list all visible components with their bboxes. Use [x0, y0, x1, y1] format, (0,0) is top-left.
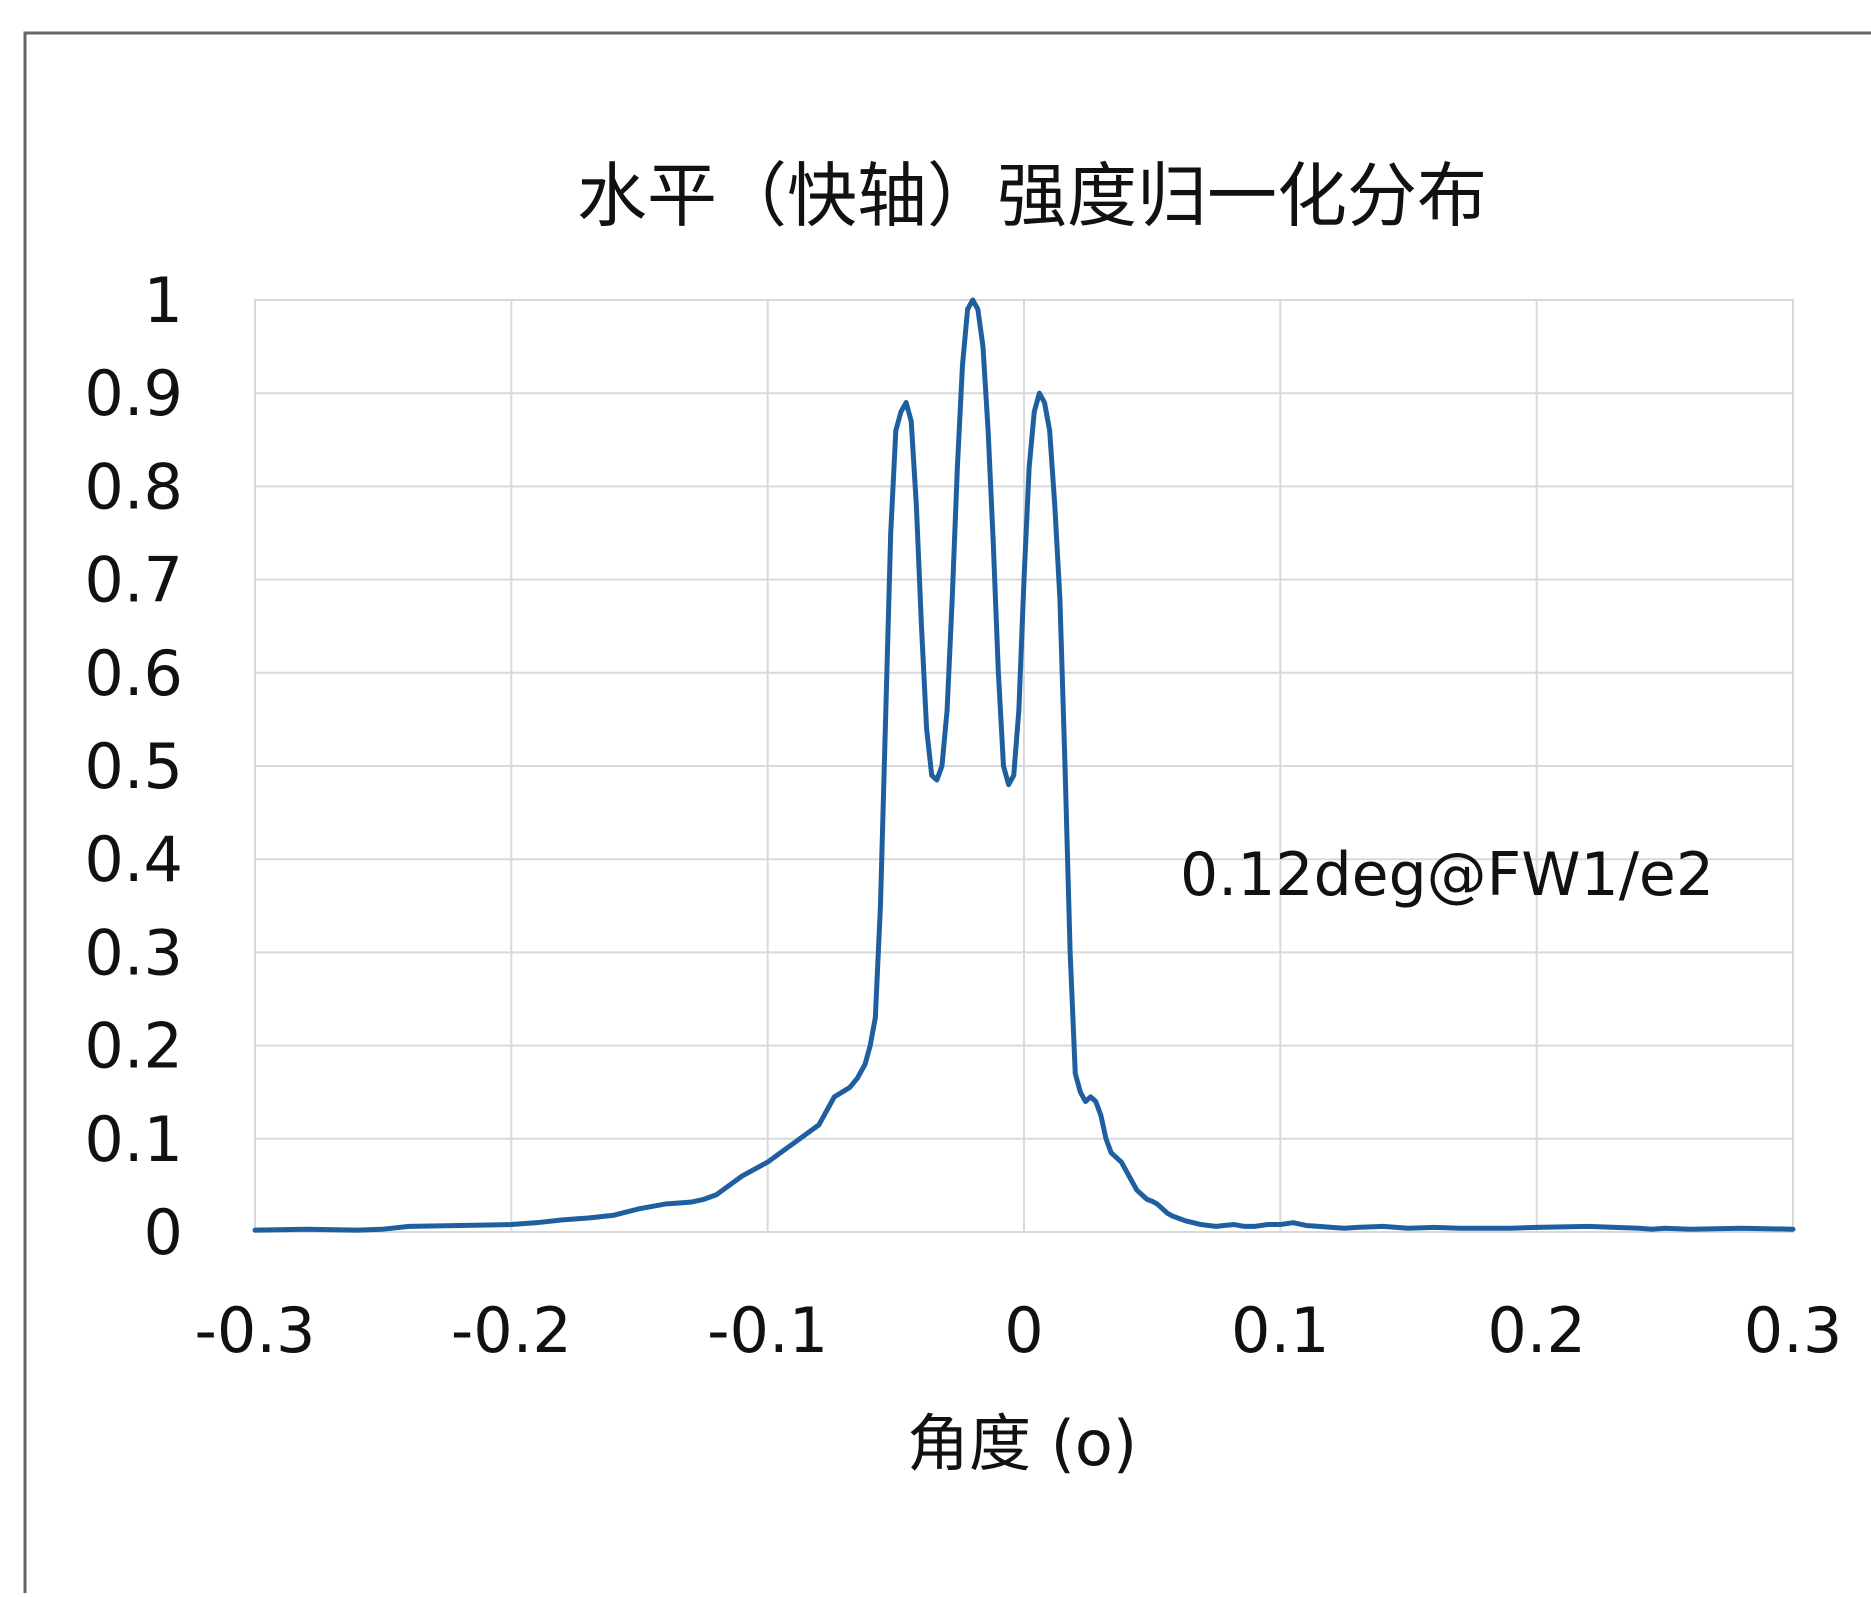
y-tick-label: 0.8 [84, 450, 183, 523]
x-tick-label: 0 [1004, 1294, 1043, 1367]
x-tick-label: -0.1 [707, 1294, 828, 1367]
y-tick-label: 0.3 [84, 916, 183, 989]
x-tick-label: 0.3 [1744, 1294, 1843, 1367]
y-tick-label: 0.6 [84, 637, 183, 710]
x-axis-label: 角度 (o) [907, 1407, 1137, 1480]
series-line [252, 297, 1796, 1233]
y-tick-label: 0 [144, 1196, 183, 1269]
x-tick-label: 0.2 [1487, 1294, 1586, 1367]
grid [254, 299, 1794, 1233]
y-tick-label: 0.5 [84, 730, 183, 803]
chart-border [23, 31, 1871, 1597]
y-tick-label: 0.2 [84, 1010, 183, 1083]
y-tick-label: 1 [144, 264, 183, 337]
y-tick-label: 0.1 [84, 1103, 183, 1176]
x-tick-label: -0.3 [195, 1294, 316, 1367]
axes: -0.3 -0.2 -0.1 0 0.1 0.2 0.3 0 0.1 0.2 0.3 0.4 0.5 0.… [84, 264, 1842, 1367]
chart-title: 水平（快轴）强度归一化分布 [577, 155, 1487, 237]
y-tick-label: 0.7 [84, 544, 183, 617]
series-layer [252, 297, 1796, 1233]
x-tick-label: -0.2 [451, 1294, 572, 1367]
annotation-fwhm: 0.12deg@FW1/e2 [1180, 840, 1714, 910]
y-tick-label: 0.4 [84, 823, 183, 896]
x-tick-label: 0.1 [1231, 1294, 1330, 1367]
y-tick-label: 0.9 [84, 357, 183, 430]
